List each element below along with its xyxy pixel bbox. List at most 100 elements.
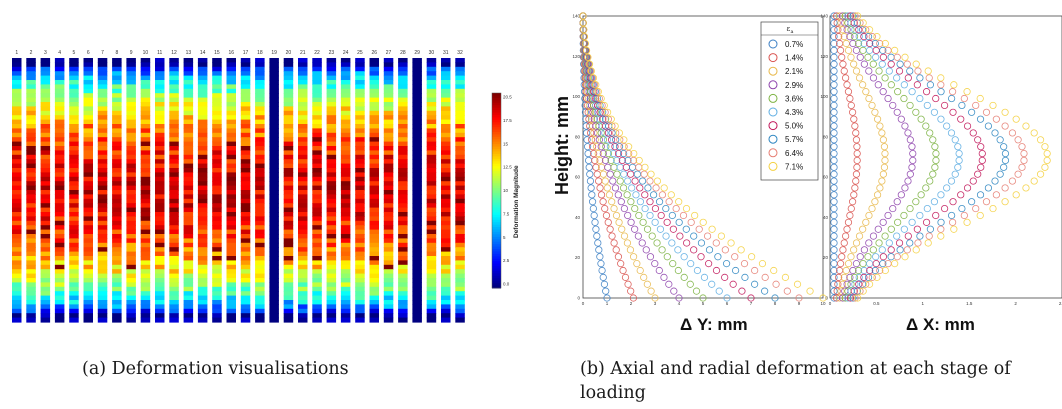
heatmap-cell [40, 181, 51, 187]
radial-point [984, 122, 993, 130]
heatmap-cell [112, 62, 122, 68]
axial-point [595, 136, 603, 144]
axial-point [665, 280, 673, 288]
heatmap-cell [326, 317, 337, 323]
axial-point [620, 149, 628, 158]
radial-point [947, 129, 956, 137]
heatmap-cell [283, 154, 294, 160]
radial-point [850, 19, 858, 27]
legend: ε a0.7%1.4%2.1%2.9%3.6%4.3%5.0%5.7%6.4%7.… [760, 21, 819, 181]
radial-point [991, 129, 999, 137]
radial-point [846, 94, 854, 103]
heatmap-cell [69, 176, 79, 182]
colorbar-tick: 10 [503, 188, 509, 193]
heatmap-cell [412, 80, 422, 85]
heatmap-cell [212, 159, 222, 165]
heatmap-cell [169, 207, 179, 213]
heatmap-cell [369, 247, 379, 253]
legend-marker [768, 53, 778, 63]
heatmap-cell [269, 273, 279, 279]
heatmap-cell [340, 172, 351, 178]
heatmap-cell [283, 58, 294, 63]
right-y-tick: 0 [825, 296, 828, 301]
heatmap-cell [83, 295, 93, 301]
radial-point [949, 198, 957, 206]
axial-point [597, 94, 605, 103]
heatmap-cell [240, 172, 251, 178]
heatmap-cell [398, 80, 408, 85]
heatmap-cell [326, 269, 337, 275]
heatmap-cell [355, 282, 365, 288]
heatmap-cell [155, 282, 165, 288]
heatmap-cell [112, 80, 122, 85]
radial-point [879, 218, 887, 226]
heatmap-cell [398, 203, 408, 209]
heatmap-cell [369, 97, 379, 103]
heatmap-cell [369, 234, 379, 239]
heatmap-cell [54, 163, 65, 169]
strip-label: 11 [157, 50, 162, 56]
heatmap-cell [355, 229, 365, 235]
right-x-tick: 0 [829, 301, 832, 306]
heatmap-cell [183, 93, 194, 99]
radial-point [871, 266, 879, 275]
heatmap-cell [197, 269, 208, 275]
heatmap-cell [12, 132, 22, 138]
heatmap-cell [226, 128, 236, 134]
radial-point [1008, 177, 1017, 185]
heatmap-cell [126, 190, 136, 195]
heatmap-strip [183, 58, 194, 323]
axial-point [601, 156, 610, 165]
heatmap-cell [369, 163, 379, 169]
axial-point [620, 232, 629, 240]
colorbar-cell [492, 175, 501, 179]
heatmap-cell [183, 278, 194, 283]
radial-point [850, 33, 859, 41]
radial-series [830, 12, 838, 302]
heatmap-cell [197, 80, 208, 85]
heatmap-cell [112, 163, 122, 169]
heatmap-cell [226, 251, 236, 257]
heatmap-cell [212, 286, 222, 292]
radial-point [860, 60, 868, 68]
radial-point [914, 67, 922, 75]
heatmap-cell [40, 110, 51, 116]
radial-point [881, 149, 889, 158]
heatmap-cell [398, 212, 408, 217]
heatmap-cell [240, 176, 251, 182]
axial-point [699, 294, 707, 302]
radial-point [948, 94, 956, 103]
heatmap-cell [340, 256, 351, 261]
heatmap-cell [298, 278, 308, 283]
radial-point [1030, 129, 1038, 137]
heatmap-cell [126, 102, 136, 107]
heatmap-cell [340, 273, 351, 279]
heatmap-cell [26, 119, 36, 125]
radial-point [839, 246, 847, 254]
heatmap-cell [426, 75, 437, 81]
axial-point [635, 156, 643, 165]
radial-point [830, 232, 838, 240]
heatmap-cell [398, 159, 408, 165]
heatmap-cell [240, 207, 251, 213]
heatmap-cell [97, 137, 108, 143]
heatmap-cell [398, 225, 408, 231]
legend-marker [768, 121, 778, 131]
heatmap-cell [226, 88, 236, 94]
heatmap-cell [183, 137, 194, 143]
axial-point [620, 136, 628, 144]
heatmap-cell [355, 313, 365, 319]
heatmap-cell [412, 181, 422, 187]
right-y-tick: 20 [823, 255, 829, 260]
heatmap-cell [255, 181, 265, 187]
heatmap-cell [69, 220, 79, 226]
axial-point [705, 260, 713, 268]
axial-point [670, 287, 678, 295]
heatmap-cell [355, 234, 365, 239]
heatmap-cell [340, 93, 351, 99]
heatmap-cell [40, 185, 51, 191]
heatmap-cell [441, 198, 451, 204]
heatmap-cell [97, 128, 108, 134]
axial-point [687, 260, 695, 268]
heatmap-cell [140, 58, 151, 63]
